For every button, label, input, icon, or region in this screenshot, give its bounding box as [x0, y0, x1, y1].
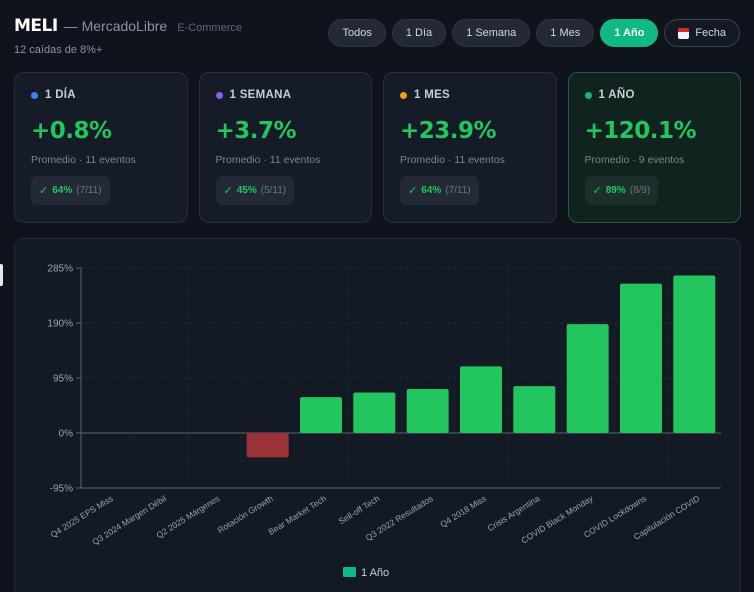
hit-rate-fraction: (7/11): [445, 185, 471, 196]
filter-todos-button[interactable]: Todos: [328, 19, 386, 47]
card-1-mes: 1 MES +23.9% Promedio · 11 eventos ✓ 64%…: [383, 72, 557, 223]
y-tick-label: 95%: [53, 374, 73, 385]
check-icon: ✓: [39, 185, 49, 197]
card-average-caption: Promedio · 11 eventos: [31, 154, 136, 166]
bar-q3-2022-resultados[interactable]: [406, 389, 449, 433]
card-average-value: +120.1%: [584, 118, 697, 144]
filter-label: 1 Día: [405, 27, 433, 39]
card-average-caption: Promedio · 11 eventos: [215, 154, 321, 166]
y-tick-label: -95%: [50, 484, 73, 495]
hit-rate-badge: ✓ 89% (8/9): [584, 176, 659, 205]
filter-label: Todos: [342, 27, 372, 39]
filter-1-mes-button[interactable]: 1 Mes: [536, 19, 595, 47]
card-average-value: +0.8%: [31, 118, 112, 144]
card-label: 1 MES: [414, 89, 451, 101]
events-subtitle: 12 caídas de 8%+: [14, 44, 103, 56]
bar-rotaci-n-growth[interactable]: [246, 433, 289, 458]
card-label: 1 AÑO: [598, 89, 635, 101]
filter-1-ano-button[interactable]: 1 Año: [600, 19, 659, 47]
x-tick-label: Sell-off Tech: [337, 493, 382, 526]
bar-sell-off-tech[interactable]: [353, 392, 396, 433]
period-filter-bar: Todos 1 Día 1 Semana 1 Mes 1 Año Fecha: [328, 19, 740, 47]
x-tick-label: Bear Market Tech: [266, 493, 328, 537]
card-1-dia: 1 DÍA +0.8% Promedio · 11 eventos ✓ 64% …: [14, 72, 188, 223]
legend-label[interactable]: 1 Año: [361, 567, 389, 579]
hit-rate-percent: 89%: [605, 185, 626, 196]
x-tick-label: Q4 2018 Miss: [438, 493, 488, 529]
filter-label: Fecha: [695, 27, 726, 39]
orange-dot-icon: [400, 91, 407, 99]
hit-rate-percent: 64%: [421, 185, 442, 196]
card-average-value: +23.9%: [400, 118, 497, 144]
hit-rate-fraction: (7/11): [76, 185, 102, 196]
y-tick-label: 190%: [47, 319, 73, 330]
filter-label: 1 Mes: [550, 27, 581, 39]
y-tick-label: 0%: [59, 429, 74, 440]
card-1-ano: 1 AÑO +120.1% Promedio · 9 eventos ✓ 89%…: [567, 72, 741, 223]
card-label: 1 DÍA: [45, 89, 76, 101]
card-1-semana: 1 SEMANA +3.7% Promedio · 11 eventos ✓ 4…: [198, 72, 372, 223]
hit-rate-badge: ✓ 64% (7/11): [400, 176, 479, 205]
bar-bear-market-tech[interactable]: [300, 397, 342, 433]
filter-1-dia-button[interactable]: 1 Día: [391, 19, 447, 47]
filter-1-semana-button[interactable]: 1 Semana: [452, 19, 531, 47]
date-picker-button[interactable]: Fecha: [664, 19, 740, 47]
page-header: MELI — MercadoLibre E-Commerce 12 caídas…: [14, 16, 242, 56]
bar-covid-lockdowns[interactable]: [620, 283, 662, 433]
legend-swatch: [343, 567, 356, 577]
check-icon: ✓: [408, 185, 418, 197]
filter-label: 1 Semana: [466, 27, 517, 39]
purple-dot-icon: [215, 91, 223, 99]
card-label: 1 SEMANA: [229, 89, 292, 101]
card-average-caption: Promedio · 9 eventos: [584, 154, 685, 166]
chart-panel: 285% 190% 95% 0% -95% Q4 2025 EPS Miss Q3 2024…: [14, 238, 741, 592]
ticker-symbol: MELI: [14, 16, 58, 36]
card-average-caption: Promedio · 11 eventos: [400, 154, 505, 166]
green-dot-icon: [584, 91, 592, 99]
side-panel-handle[interactable]: [0, 264, 3, 286]
hit-rate-badge: ✓ 45% (5/11): [215, 176, 295, 205]
hit-rate-badge: ✓ 64% (7/11): [31, 176, 110, 205]
filter-label: 1 Año: [614, 27, 645, 39]
check-icon: ✓: [592, 185, 602, 197]
hit-rate-fraction: (8/9): [629, 185, 651, 196]
card-average-value: +3.7%: [215, 118, 297, 144]
bar-q4-2018-miss[interactable]: [460, 366, 502, 433]
bar-capitulaci-n-covid[interactable]: [673, 275, 716, 433]
check-icon: ✓: [223, 185, 233, 197]
hit-rate-percent: 45%: [236, 185, 257, 196]
y-tick-label: 285%: [47, 264, 73, 275]
calendar-icon: [678, 27, 690, 39]
sector-label: E-Commerce: [177, 22, 242, 34]
blue-dot-icon: [31, 91, 38, 99]
company-name: — MercadoLibre: [63, 18, 168, 34]
bar-covid-black-monday[interactable]: [566, 324, 609, 433]
bar-crisis-argentina[interactable]: [513, 386, 556, 433]
hit-rate-fraction: (5/11): [260, 185, 287, 196]
summary-cards: 1 DÍA +0.8% Promedio · 11 eventos ✓ 64% …: [14, 72, 741, 223]
hit-rate-percent: 64%: [52, 185, 73, 196]
